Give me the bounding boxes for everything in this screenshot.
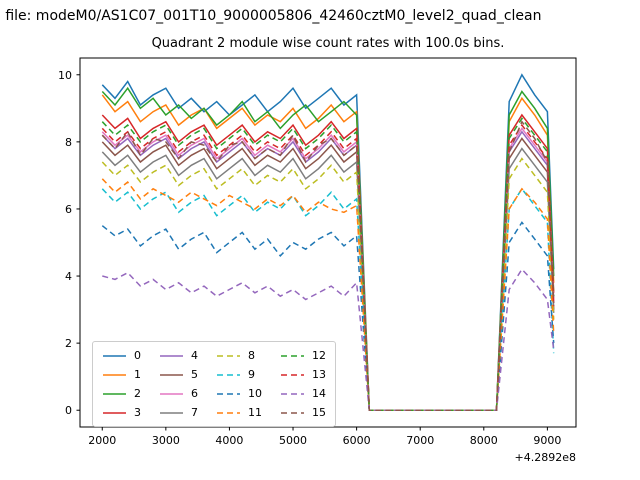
- legend-line-sample: [217, 411, 240, 414]
- legend-line-sample: [103, 373, 126, 376]
- y-tick-label: 10: [58, 69, 72, 82]
- y-tick-label: 2: [65, 337, 72, 350]
- legend-item-9: 9: [216, 366, 262, 383]
- legend-label: 7: [191, 406, 198, 419]
- legend-line-sample: [281, 392, 304, 395]
- series-line-14: [102, 268, 555, 411]
- x-tick-label: 2000: [88, 434, 116, 447]
- legend-line-sample: [281, 373, 304, 376]
- legend-item-6: 6: [159, 385, 198, 402]
- legend-line-sample: [160, 354, 183, 357]
- legend-item-1: 1: [102, 366, 141, 383]
- x-tick-label: 9000: [533, 434, 561, 447]
- legend-item-4: 4: [159, 347, 198, 364]
- legend-line-sample: [103, 392, 126, 395]
- legend-item-15: 15: [280, 404, 326, 421]
- x-tick-label: 6000: [343, 434, 371, 447]
- legend-line-sample: [217, 392, 240, 395]
- legend-label: 0: [134, 349, 141, 362]
- legend-item-2: 2: [102, 385, 141, 402]
- x-tick-label: 4000: [215, 434, 243, 447]
- legend-line-sample: [160, 411, 183, 414]
- axes-title: Quadrant 2 module wise count rates with …: [151, 36, 505, 51]
- legend-label: 14: [312, 387, 326, 400]
- y-tick-label: 8: [65, 136, 72, 149]
- legend-item-11: 11: [216, 404, 262, 421]
- x-tick-label: 3000: [152, 434, 180, 447]
- legend-label: 8: [248, 349, 255, 362]
- series-line-13: [101, 123, 555, 411]
- axes-frame: [79, 57, 577, 428]
- legend-label: 9: [248, 368, 255, 381]
- legend-label: 15: [312, 406, 326, 419]
- series-line-8: [101, 157, 555, 411]
- legend-item-13: 13: [280, 366, 326, 383]
- legend-item-8: 8: [216, 347, 262, 364]
- legend-label: 1: [134, 368, 141, 381]
- legend-label: 5: [191, 368, 198, 381]
- series-line-15: [101, 120, 555, 411]
- legend-label: 12: [312, 349, 326, 362]
- legend-line-sample: [103, 411, 126, 414]
- legend-line-sample: [160, 392, 183, 395]
- legend-line-sample: [103, 354, 126, 357]
- legend-label: 2: [134, 387, 141, 400]
- legend-label: 4: [191, 349, 198, 362]
- legend-label: 11: [248, 406, 262, 419]
- x-axis-offset-label: +4.2892e8: [514, 451, 576, 464]
- legend-item-12: 12: [280, 347, 326, 364]
- legend-item-5: 5: [159, 366, 198, 383]
- legend-label: 13: [312, 368, 326, 381]
- y-tick-label: 6: [65, 203, 72, 216]
- legend-label: 10: [248, 387, 262, 400]
- series-line-12: [101, 117, 555, 411]
- y-tick-label: 4: [65, 270, 72, 283]
- y-tick-label: 0: [65, 404, 72, 417]
- legend-line-sample: [217, 373, 240, 376]
- legend-line-sample: [160, 373, 183, 376]
- series-line-11: [101, 178, 555, 411]
- legend-line-sample: [281, 411, 304, 414]
- x-tick-label: 7000: [406, 434, 434, 447]
- legend-line-sample: [281, 354, 304, 357]
- legend-item-0: 0: [102, 347, 141, 364]
- legend-item-7: 7: [159, 404, 198, 421]
- legend: 0 1 2 3 4 5 6 7 8 9 10 11 12 13 14 15: [92, 341, 336, 427]
- legend-item-10: 10: [216, 385, 262, 402]
- x-tick-label: 8000: [470, 434, 498, 447]
- series-line-9: [101, 187, 555, 411]
- legend-label: 6: [191, 387, 198, 400]
- x-tick-label: 5000: [279, 434, 307, 447]
- legend-label: 3: [134, 406, 141, 419]
- legend-item-3: 3: [102, 404, 141, 421]
- suptitle: n file: modeM0/AS1C07_001T10_9000005806_…: [0, 8, 542, 24]
- series-line-10: [101, 221, 555, 411]
- legend-line-sample: [217, 354, 240, 357]
- legend-item-14: 14: [280, 385, 326, 402]
